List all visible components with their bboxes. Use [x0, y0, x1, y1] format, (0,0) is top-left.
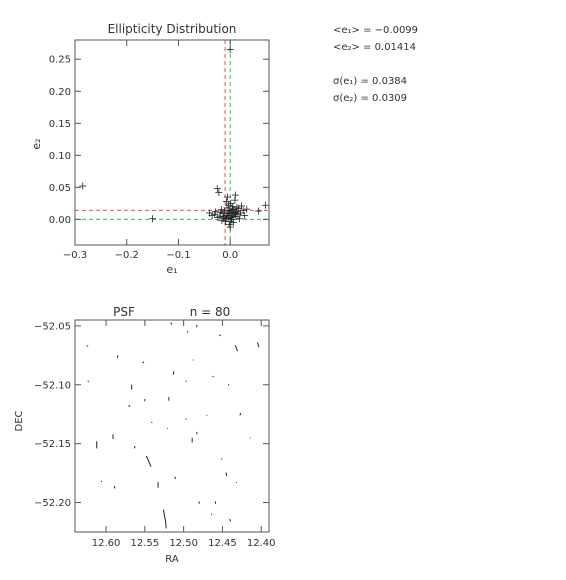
ellipticity-point — [213, 185, 221, 193]
ellipticity-point — [231, 196, 239, 204]
psf-x-tick-label: 12.45 — [208, 538, 237, 549]
ellipticity-point — [214, 213, 222, 221]
ellipticity-x-tick-label: −0.2 — [115, 250, 139, 261]
ellipticity-y-tick-label: 0.20 — [49, 87, 71, 98]
ellipticity-point — [229, 203, 237, 211]
ellipticity-plot-frame — [74, 39, 270, 246]
psf-x-axis-label: RA — [165, 554, 179, 565]
psf-x-tick-label: 12.50 — [169, 538, 198, 549]
psf-whisker — [256, 342, 260, 348]
ellipticity-point — [224, 193, 232, 201]
psf-whisker — [186, 330, 189, 333]
ellipticity-point — [226, 46, 234, 54]
ellipticity-point — [241, 212, 249, 220]
ellipticity-point — [227, 217, 235, 225]
ellipticity-y-tick-label: 0.10 — [49, 151, 71, 162]
ellipticity-point — [231, 210, 239, 218]
mean-e1-stat: <e₁> = −0.0099 — [333, 25, 419, 36]
psf-whisker — [164, 519, 167, 529]
psf-whisker — [174, 476, 176, 480]
ellipticity-point — [223, 215, 231, 223]
ellipticity-y-tick-label: 0.00 — [49, 215, 71, 226]
ellipticity-point — [218, 217, 226, 225]
ellipticity-point — [212, 208, 220, 216]
ellipticity-point — [228, 215, 236, 223]
psf-plot-frame — [74, 319, 270, 533]
psf-x-tick-label: 12.40 — [247, 538, 276, 549]
psf-whisker — [225, 472, 228, 477]
ellipticity-y-tick-label: 0.25 — [49, 55, 71, 66]
ellipticity-point — [208, 212, 216, 220]
ellipticity-point — [149, 215, 157, 223]
ellipticity-y-tick-label: 0.15 — [49, 119, 71, 130]
ellipticity-chart-title: Ellipticity Distribution — [108, 22, 237, 36]
ellipticity-point — [239, 206, 247, 214]
psf-whisker — [133, 445, 136, 449]
psf-x-tick-label: 12.55 — [131, 538, 160, 549]
psf-whisker — [128, 404, 131, 407]
psf-y-tick-label: −52.20 — [34, 498, 71, 509]
psf-whisker — [172, 371, 175, 375]
ellipticity-y-tick-label: 0.05 — [49, 183, 71, 194]
psf-whisker — [142, 361, 145, 364]
ellipticity-stats-panel: <e₁> = −0.0099 <e₂> = 0.01414 σ(e₁) = 0.… — [333, 22, 418, 107]
psf-whisker — [87, 380, 89, 383]
psf-whisker — [145, 455, 152, 467]
ellipticity-y-axis-label: e₂ — [30, 138, 43, 149]
ellipticity-point — [255, 207, 263, 215]
ellipticity-point — [261, 201, 269, 209]
psf-y-tick-label: −52.15 — [34, 439, 71, 450]
psf-whisker — [234, 345, 239, 352]
psf-whisker — [162, 509, 166, 520]
psf-chart: PSF n = 80 12.60 12.55 12.50 12.45 12.40 −52.… — [14, 305, 276, 565]
psf-whisker — [212, 375, 214, 378]
ellipticity-point — [223, 197, 231, 205]
ellipticity-point — [234, 204, 242, 212]
ellipticity-x-tick-label: 0.0 — [222, 250, 238, 261]
ellipticity-point — [216, 208, 224, 216]
psf-y-axis-label: DEC — [14, 410, 25, 431]
psf-x-tick-label: 12.60 — [92, 538, 121, 549]
ellipticity-point — [227, 213, 235, 221]
sigma-e2-stat: σ(e₂) = 0.0309 — [333, 93, 408, 104]
ellipticity-chart: Ellipticity Distribution −0.3 −0.2 −0.1 0.0… — [30, 22, 270, 276]
psf-whisker — [239, 412, 242, 416]
ellipticity-point — [226, 223, 234, 231]
ellipticity-x-tick-label: −0.3 — [63, 250, 87, 261]
ellipticity-point — [236, 215, 244, 223]
psf-y-tick-label: −52.05 — [34, 321, 71, 332]
psf-chart-title: PSF — [113, 305, 135, 319]
psf-whisker — [229, 518, 232, 522]
ellipticity-x-tick-label: −0.1 — [166, 250, 190, 261]
ellipticity-point — [231, 191, 239, 199]
ellipticity-point — [215, 188, 223, 196]
psf-chart-annotation: n = 80 — [190, 305, 231, 319]
psf-whisker — [219, 334, 222, 337]
ellipticity-point — [243, 205, 251, 213]
ellipticity-point — [79, 182, 87, 190]
psf-y-tick-label: −52.10 — [34, 380, 71, 391]
psf-whisker — [116, 355, 119, 358]
ellipticity-point — [224, 212, 232, 220]
sigma-e1-stat: σ(e₁) = 0.0384 — [333, 76, 408, 87]
mean-e2-stat: <e₂> = 0.01414 — [333, 42, 417, 53]
ellipticity-x-axis-label: e₁ — [166, 263, 177, 276]
